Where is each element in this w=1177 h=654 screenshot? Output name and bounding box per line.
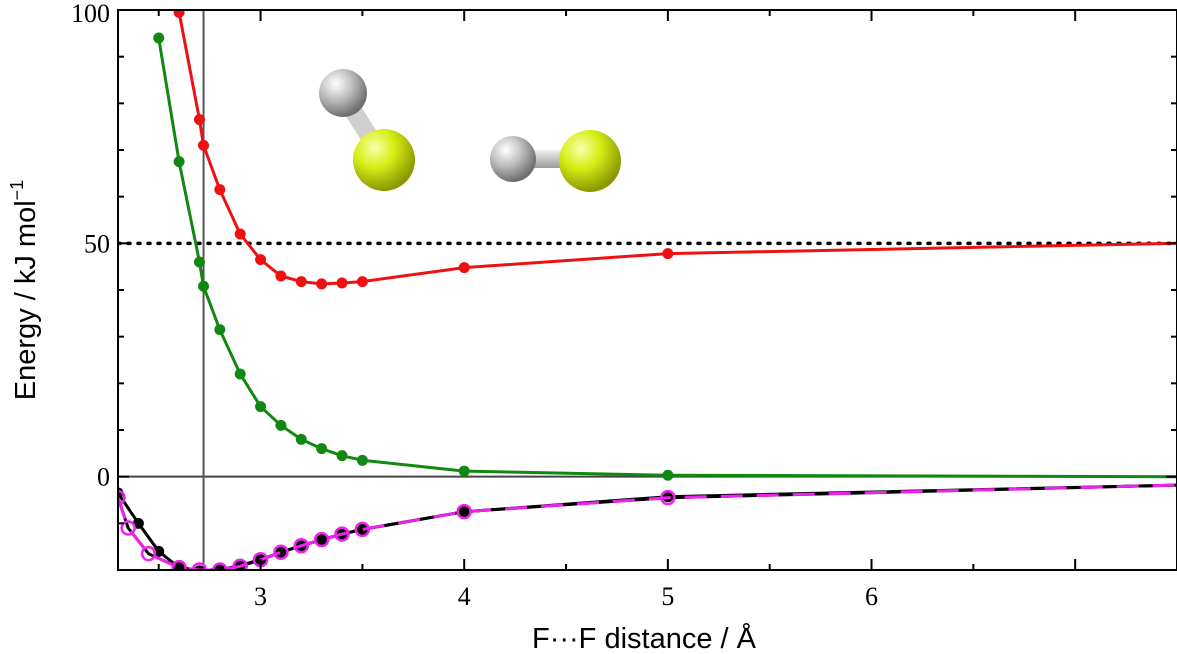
series-2-point	[214, 324, 226, 336]
y-axis: 0 50 100	[71, 0, 1177, 525]
x-tick-label: 6	[865, 582, 878, 611]
series-4-point	[120, 520, 136, 536]
series-1-point	[193, 114, 205, 126]
x-tick-label: 4	[458, 582, 471, 611]
series-2-point	[295, 433, 307, 445]
x-axis-title: F···F distance / Å	[532, 622, 757, 654]
y-tick-label: 0	[97, 463, 110, 492]
series-4-point	[118, 489, 126, 506]
upper-fluorine-atom	[353, 129, 415, 191]
series-1-point	[275, 270, 287, 282]
series-2-point	[173, 156, 185, 168]
lower-hf-molecule	[490, 130, 621, 192]
series-4-point	[354, 521, 371, 538]
series-4-point	[171, 559, 187, 570]
y-axis-title: Energy / kJ mol−1	[7, 180, 42, 400]
series-1-point	[458, 262, 470, 274]
series-4-point	[334, 526, 350, 542]
x-tick-label: 3	[254, 582, 267, 611]
series-1-point	[198, 139, 210, 151]
plot-frame	[117, 9, 1177, 571]
series-1-point	[234, 228, 246, 240]
series-2-point	[198, 280, 210, 292]
series-1-point	[255, 254, 267, 266]
x-tick-label: 5	[661, 582, 674, 611]
lower-hydrogen-atom	[490, 136, 536, 182]
series-1-point	[173, 10, 185, 18]
series-2-point	[336, 450, 348, 462]
series-4-point	[232, 558, 248, 570]
series-2-point	[234, 368, 246, 380]
series-1-point	[316, 278, 328, 290]
upper-hf-molecule	[319, 69, 415, 191]
series-2	[153, 32, 1177, 481]
series-1-point	[336, 277, 348, 289]
series-2-point	[662, 469, 674, 481]
series-4-point	[191, 562, 208, 570]
series-2-point	[255, 401, 267, 413]
series-4-point	[212, 562, 228, 570]
y-tick-label: 50	[84, 229, 110, 258]
series-4-line	[118, 483, 1177, 570]
series-2-point	[153, 32, 165, 44]
plot-area	[118, 10, 1177, 570]
series-1	[173, 10, 1177, 290]
series-2-point	[275, 419, 287, 431]
upper-hydrogen-atom	[319, 69, 367, 117]
series-4-point	[456, 503, 472, 520]
y-tick-label: 100	[71, 0, 110, 28]
series-2-point	[193, 256, 205, 268]
plot-content	[118, 10, 1177, 570]
series-2-point	[356, 454, 368, 466]
series-1-point	[662, 248, 674, 260]
series-2-point	[316, 443, 328, 455]
series-4-point	[660, 489, 676, 506]
series-1-point	[295, 276, 307, 288]
molecule-inset	[319, 69, 621, 192]
series-1-point	[356, 276, 368, 288]
x-axis: 3 4 5 6	[157, 10, 1177, 611]
lower-fluorine-atom	[559, 130, 621, 192]
series-4-point	[293, 537, 310, 554]
series-1-point	[214, 184, 226, 196]
series-4	[118, 483, 1177, 570]
series-1-line	[177, 12, 1177, 286]
series-4-point	[140, 545, 157, 562]
series-4-point	[313, 531, 330, 548]
series-2-point	[458, 465, 470, 477]
series-4-point	[273, 544, 289, 561]
